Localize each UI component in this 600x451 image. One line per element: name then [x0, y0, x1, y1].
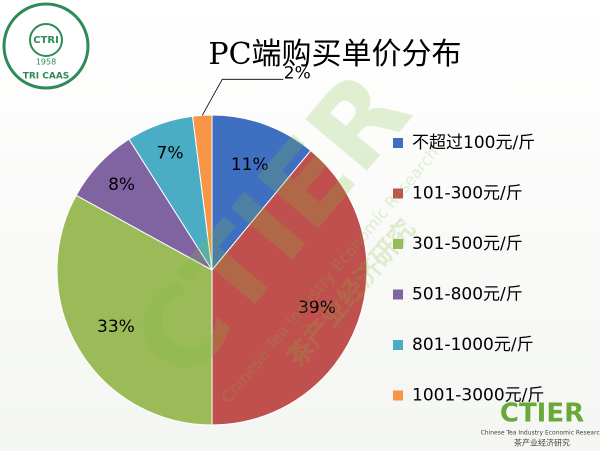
data-label: 33% — [97, 317, 135, 337]
chart-title: PC端购买单价分布 — [208, 37, 461, 72]
pie-slice — [211, 149, 368, 426]
legend-swatch — [393, 340, 403, 350]
logo-inner — [29, 23, 63, 57]
logo2-english: Chinese Tea Industry Economic Research — [481, 430, 600, 437]
legend-label: 301-500元/斤 — [412, 234, 523, 254]
logo2-name: CTIER — [500, 399, 584, 429]
logo2-chinese: 茶产业经济研究 — [514, 438, 570, 448]
data-label: 39% — [298, 298, 336, 318]
logo-caption: TRI CAAS — [23, 72, 70, 82]
legend: 不超过100元/斤 101-300元/斤 301-500元/斤 501-800元/斤 8… — [393, 133, 544, 406]
leader-line — [201, 78, 284, 116]
legend-swatch — [393, 188, 403, 199]
logo-name: CTRI — [33, 35, 59, 46]
legend-label: 不超过100元/斤 — [412, 133, 535, 153]
legend-label: 501-800元/斤 — [412, 285, 523, 305]
legend-swatch — [393, 390, 403, 401]
pie-slice — [211, 114, 312, 272]
logo-bottom-right: CTIER Chinese Tea Industry Economic Rese… — [481, 399, 600, 448]
logo-top-left: CTRI 1958 TRI CAAS — [2, 2, 90, 90]
legend-label: 101-300元/斤 — [412, 184, 523, 204]
data-label: 7% — [157, 143, 184, 163]
data-label: 8% — [108, 175, 135, 195]
data-label: 2% — [284, 63, 311, 83]
logo-year: 1958 — [36, 58, 56, 67]
pie: 11% 39% 33% 8% 7% 2% — [56, 63, 368, 426]
legend-swatch — [393, 138, 403, 148]
legend-swatch — [393, 289, 403, 300]
legend-label: 1001-3000元/斤 — [412, 386, 544, 406]
legend-swatch — [393, 239, 403, 249]
data-label: 11% — [231, 155, 269, 175]
logo-ring — [2, 2, 90, 90]
legend-label: 801-1000元/斤 — [412, 335, 534, 355]
pie-slice — [56, 194, 213, 426]
